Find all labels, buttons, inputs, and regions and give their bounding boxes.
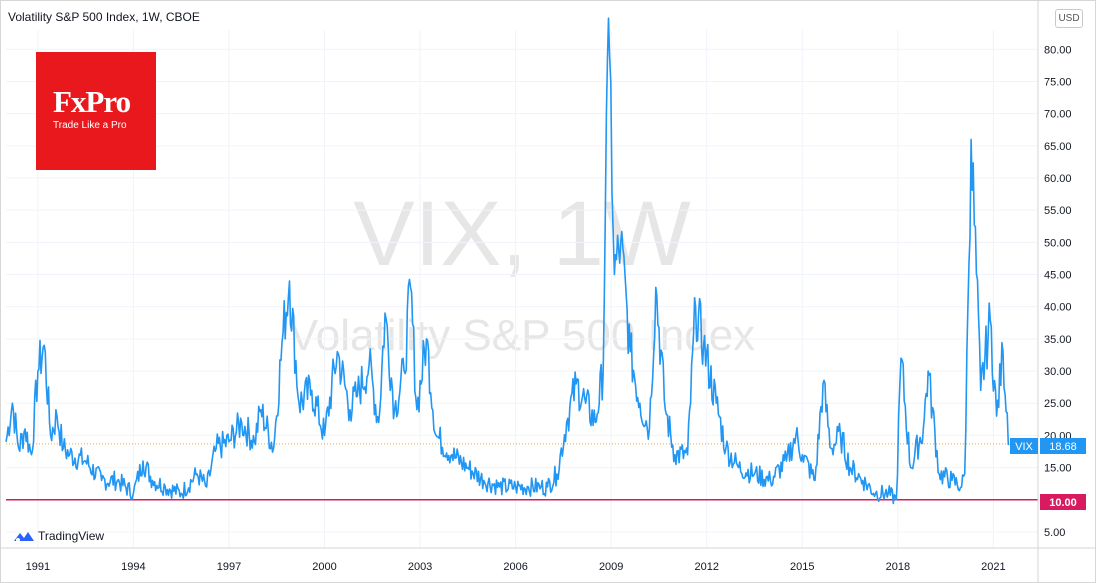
grid [6,30,1038,548]
level-price-label: 10.00 [1049,497,1077,509]
y-tick-label: 55.00 [1044,205,1072,217]
x-axis: 1991 1994 1997 2000 2003 2006 2009 2012 2015 2018… [0,547,1096,573]
logo-brand: FxPro [53,84,131,119]
tradingview-label: TradingView [38,529,105,543]
current-name-label: VIX [1015,441,1033,453]
x-tick-label: 2021 [981,561,1005,573]
level-price-tag [1040,494,1086,510]
fxpro-logo: FxPro Trade Like a Pro [36,52,156,170]
chart-title: Volatility S&P 500 Index, 1W, CBOE [8,10,200,24]
currency-badge[interactable]: USD [1055,9,1083,28]
y-tick-label: 5.00 [1044,527,1065,539]
y-tick-label: 40.00 [1044,302,1072,314]
x-tick-label: 2015 [790,561,814,573]
series-group [5,17,1010,505]
watermark-description: Volatility S&P 500 Index [289,311,755,360]
y-tick-label: 65.00 [1044,141,1072,153]
current-name-tag [1010,438,1038,454]
x-tick-label: 1991 [26,561,50,573]
x-tick-label: 2018 [886,561,910,573]
tradingview-icon [14,532,34,542]
x-tick-label: 2000 [312,561,336,573]
x-tick-label: 2012 [694,561,718,573]
watermark-symbol: VIX, 1W [353,183,691,285]
x-tick-label: 1994 [121,561,145,573]
x-tick-label: 1997 [217,561,241,573]
x-tick-label: 2003 [408,561,432,573]
current-price-tag [1040,438,1086,454]
x-tick-label: 2006 [503,561,527,573]
y-tick-label: 50.00 [1044,237,1072,249]
tradingview-brand[interactable]: TradingView [12,529,104,543]
x-tick-label: 2009 [599,561,623,573]
y-tick-label: 15.00 [1044,463,1072,475]
y-tick-label: 35.00 [1044,334,1072,346]
current-price-label: 18.68 [1049,441,1077,453]
series-line-vix [5,17,1010,505]
price-tags: VIX 18.68 10.00 [1010,438,1086,510]
y-tick-label: 80.00 [1044,44,1072,56]
y-tick-label: 45.00 [1044,270,1072,282]
y-tick-label: 30.00 [1044,366,1072,378]
y-axis: 5.0010.0015.0020.0025.0030.0035.0040.004… [1037,0,1072,583]
y-tick-label: 70.00 [1044,109,1072,121]
logo-tagline: Trade Like a Pro [53,120,127,131]
y-tick-label: 60.00 [1044,173,1072,185]
y-tick-label: 75.00 [1044,76,1072,88]
y-tick-label: 25.00 [1044,398,1072,410]
